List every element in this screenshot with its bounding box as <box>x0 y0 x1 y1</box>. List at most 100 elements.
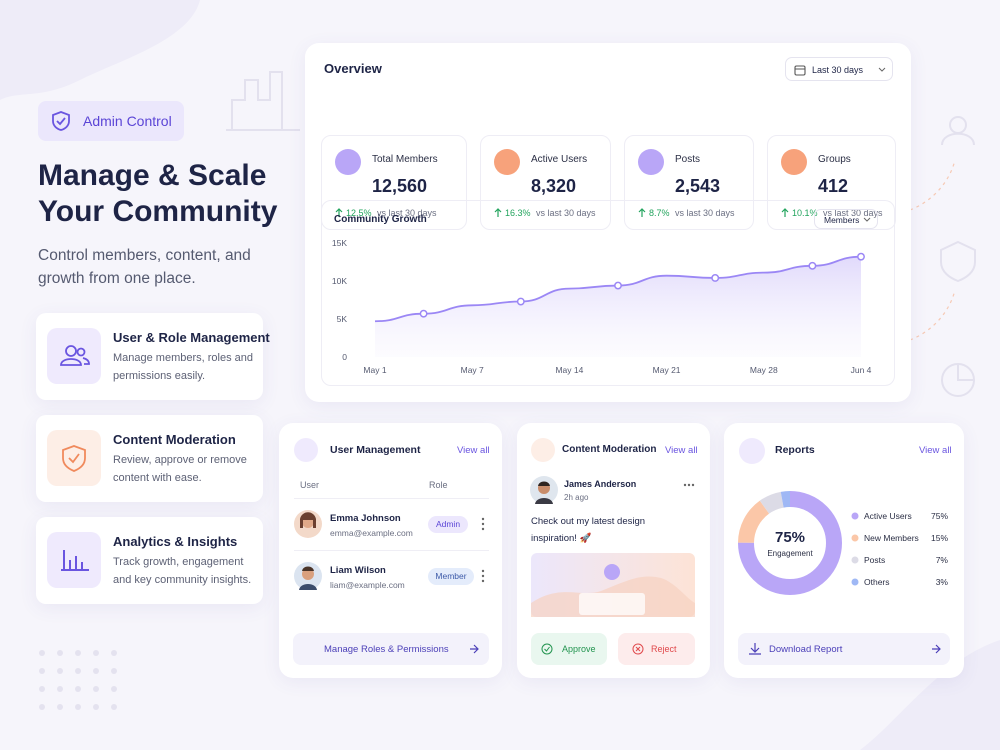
shield-icon <box>52 111 70 131</box>
area <box>375 256 861 357</box>
feature-title: User & Role Management <box>113 330 270 345</box>
stat-icon <box>638 149 664 175</box>
hero-subtitle: Control members, content, and growth fro… <box>38 247 251 287</box>
view-all[interactable]: View all <box>665 445 698 456</box>
range-dropdown[interactable]: Last 30 days <box>785 57 893 81</box>
stat-label: Total Members <box>372 154 438 165</box>
stat-card: Posts 2,543 8.7% vs last 30 days <box>624 135 754 230</box>
stat-card: Total Members 12,560 12.5% vs last 30 da… <box>321 135 467 230</box>
filter-text: Members <box>824 215 860 225</box>
user-email: liam@example.com <box>330 580 405 590</box>
avatar <box>530 476 558 504</box>
point <box>516 297 525 306</box>
stat-value: 2,543 <box>675 176 721 196</box>
button-text: Download Report <box>769 644 843 655</box>
x-tick-label: Jun 4 <box>851 365 872 375</box>
stat-compare: vs last 30 days <box>823 208 883 218</box>
feature-title: Content Moderation <box>113 432 236 447</box>
user-name: Liam Wilson <box>330 565 386 576</box>
feature-card: User & Role Management Manage members, r… <box>36 313 270 400</box>
stat-compare: vs last 30 days <box>675 208 735 218</box>
stat-compare: vs last 30 days <box>377 208 437 218</box>
feature-description: Manage members, roles and permissions ea… <box>113 352 254 382</box>
feature-card: Analytics & Insights Track growth, engag… <box>36 517 263 604</box>
legend-value: 3% <box>936 577 949 587</box>
card-icon <box>739 438 765 464</box>
point <box>419 309 428 318</box>
approve-button[interactable]: Approve <box>531 633 607 665</box>
post-text: Check out my latest design inspiration! … <box>531 516 646 544</box>
card-title: Reports <box>775 444 815 456</box>
card-icon <box>531 438 555 462</box>
reject-button[interactable]: Reject <box>618 633 695 665</box>
author-name: James Anderson <box>564 479 637 489</box>
stat-value: 8,320 <box>531 176 577 196</box>
feature-icon <box>47 430 101 486</box>
hero-title: Manage & Scale Your Community <box>38 158 277 230</box>
card-icon <box>294 438 318 462</box>
stat-label: Posts <box>675 154 701 165</box>
chart-title: Community Growth <box>334 214 427 225</box>
legend-value: 75% <box>931 511 948 521</box>
legend-dot <box>851 534 859 542</box>
stat-value: 412 <box>818 176 849 196</box>
column-header: Role <box>429 480 448 490</box>
y-tick-label: 10K <box>332 276 347 286</box>
x-tick-label: May 28 <box>750 365 778 375</box>
series-dropdown[interactable]: Members <box>814 209 878 229</box>
stat-change: 12.5% <box>346 208 372 218</box>
x-tick-label: May 14 <box>555 365 583 375</box>
stat-icon <box>335 149 361 175</box>
legend-dot <box>851 578 859 586</box>
title-line: Manage & Scale <box>38 159 267 192</box>
overview-title: Overview <box>324 61 382 76</box>
stat-card: Active Users 8,320 16.3% vs last 30 days <box>480 135 611 230</box>
point <box>711 274 720 282</box>
y-tick-label: 0 <box>342 352 347 362</box>
reports-card: Reports View all Download Report <box>724 423 964 678</box>
point <box>614 281 622 290</box>
menu-dots[interactable] <box>481 517 485 531</box>
legend-value: 15% <box>931 533 948 543</box>
badge: Admin Control <box>38 101 184 141</box>
post-image <box>531 553 695 617</box>
divider <box>294 498 489 499</box>
manage-roles-button[interactable]: Manage Roles & Permissions <box>293 633 489 665</box>
feature-description: Track growth, engagement and key communi… <box>113 556 252 586</box>
divider <box>294 550 489 551</box>
legend-dot <box>851 556 859 564</box>
stat-change: 8.7% <box>649 208 670 218</box>
donut-center-label: Engagement <box>767 549 813 558</box>
stat-label: Active Users <box>531 154 588 165</box>
title-line: Your Community <box>38 195 278 228</box>
card-title: User Management <box>330 444 421 456</box>
range-text: Last 30 days <box>812 65 864 75</box>
content-moderation-card: Content Moderation View all James Anders… <box>517 423 710 678</box>
y-tick-label: 5K <box>337 314 348 324</box>
role-pill: Admin <box>428 516 468 533</box>
user-management-card: User Management View all User Role Emma … <box>279 423 502 678</box>
growth-card: Community Growth Members <box>321 200 895 386</box>
feature-icon <box>47 328 101 384</box>
x-tick-label: May 21 <box>653 365 681 375</box>
view-all[interactable]: View all <box>919 445 952 456</box>
button-text: Manage Roles & Permissions <box>324 644 449 655</box>
user-email: emma@example.com <box>330 528 413 538</box>
card-title: Content Moderation <box>562 444 657 455</box>
menu-dots[interactable] <box>683 483 695 487</box>
badge-text: Admin Control <box>83 113 172 129</box>
y-tick-label: 15K <box>332 238 347 248</box>
view-all[interactable]: View all <box>457 445 490 456</box>
x-tick-label: May 1 <box>363 365 386 375</box>
menu-dots[interactable] <box>481 569 485 583</box>
point <box>808 261 817 270</box>
stat-icon <box>781 149 807 175</box>
stat-change: 10.1% <box>792 208 818 218</box>
download-button[interactable]: Download Report <box>738 633 950 665</box>
legend-label: Posts <box>864 555 885 565</box>
feature-description: Review, approve or remove content with e… <box>113 454 247 484</box>
point <box>857 252 865 261</box>
legend-label: New Members <box>864 533 919 543</box>
stat-label: Groups <box>818 154 851 165</box>
